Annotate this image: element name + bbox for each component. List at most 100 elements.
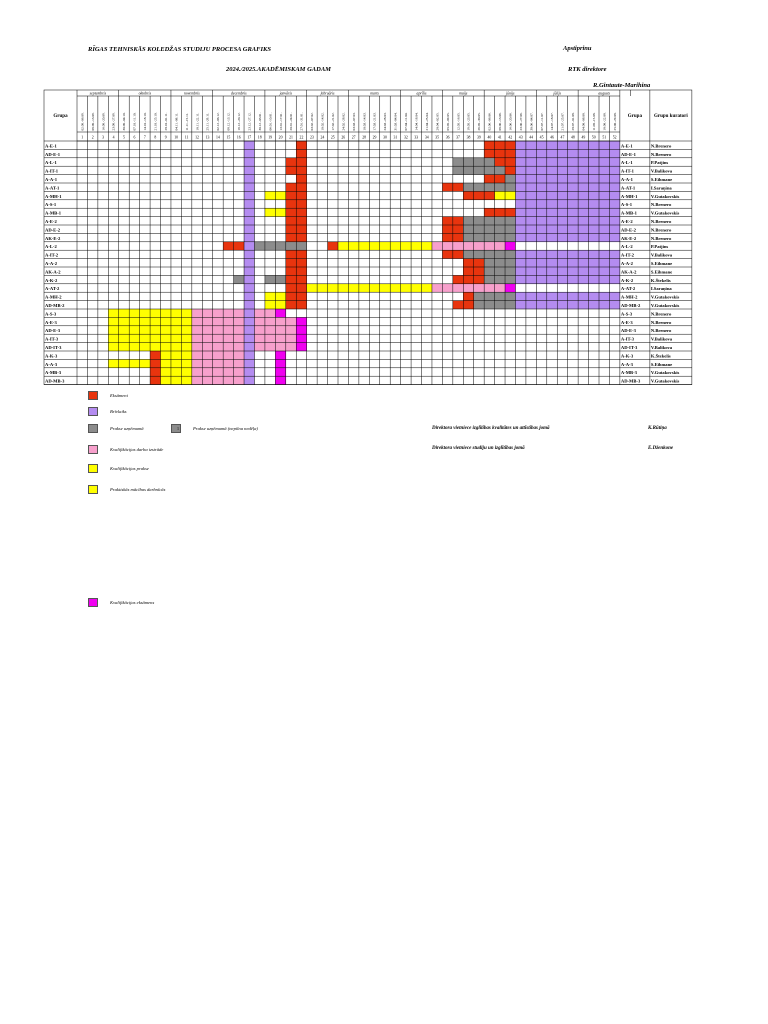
- schedule-cell: [160, 359, 171, 368]
- schedule-cell: [578, 258, 589, 267]
- schedule-cell: [505, 241, 516, 251]
- schedule-cell: [609, 191, 620, 200]
- week-number: 29: [373, 136, 377, 140]
- schedule-cell: [557, 250, 568, 259]
- schedule-cell: [546, 300, 558, 309]
- schedule-cell: [599, 300, 610, 309]
- schedule-cell: [578, 157, 589, 167]
- row-curator: N.Brenero: [651, 320, 672, 325]
- schedule-cell: [452, 216, 464, 225]
- schedule-cell: [296, 300, 307, 309]
- schedule-cell: [609, 199, 620, 209]
- legend-swatch: [88, 598, 98, 607]
- schedule-cell: [348, 283, 359, 293]
- week-number: 44: [529, 136, 533, 140]
- row-group-label: AD-MB-3: [45, 379, 65, 384]
- row-curator: N.Brenero: [651, 328, 672, 333]
- week-number: 6: [133, 136, 135, 140]
- schedule-cell: [494, 141, 506, 150]
- week-date: 14.07.-18.07.: [550, 112, 554, 130]
- schedule-cell: [108, 334, 119, 343]
- week-date: 12.05.-16.05.: [456, 112, 460, 130]
- row-group-label-right: A-MB-3: [621, 370, 638, 375]
- document-subtitle: 2024./2025.AKADĒMISKAM GADAM: [226, 66, 331, 73]
- schedule-cell: [567, 216, 579, 225]
- schedule-cell: [557, 258, 568, 267]
- row-group-label-right: AD-E-3: [621, 328, 637, 333]
- week-number: 48: [571, 136, 575, 140]
- schedule-cell: [358, 283, 370, 293]
- schedule-cell: [515, 199, 526, 209]
- row-curator: V.Gutakovskis: [651, 194, 680, 199]
- schedule-cell: [285, 157, 297, 167]
- schedule-cell: [609, 149, 620, 158]
- schedule-cell: [191, 342, 203, 351]
- week-date: 23.12.-27.12.: [247, 112, 251, 130]
- row-group-label-right: A-AT-1: [621, 185, 636, 190]
- week-number: 9: [165, 136, 167, 140]
- schedule-cell: [202, 309, 213, 318]
- schedule-cell: [244, 183, 255, 192]
- row-group-label: AD-MB-2: [45, 303, 65, 308]
- schedule-cell: [442, 233, 453, 242]
- schedule-cell: [254, 241, 265, 251]
- schedule-cell: [264, 334, 276, 343]
- schedule-cell: [473, 191, 485, 200]
- schedule-cell: [285, 275, 297, 284]
- row-group-label: AD-E-3: [45, 328, 61, 333]
- schedule-cell: [588, 199, 599, 209]
- schedule-cell: [129, 325, 140, 335]
- schedule-cell: [452, 233, 464, 242]
- week-number: 35: [435, 136, 439, 140]
- schedule-cell: [244, 149, 255, 158]
- schedule-cell: [244, 334, 255, 343]
- schedule-cell: [254, 342, 265, 351]
- schedule-cell: [546, 183, 558, 192]
- schedule-cell: [264, 241, 276, 251]
- schedule-cell: [150, 342, 161, 351]
- week-number: 34: [425, 136, 429, 140]
- schedule-cell: [515, 275, 526, 284]
- row-group-label: A-K-3: [45, 353, 58, 358]
- schedule-cell: [525, 149, 537, 158]
- schedule-cell: [599, 208, 610, 217]
- schedule-cell: [599, 216, 610, 225]
- schedule-cell: [296, 166, 307, 175]
- schedule-cell: [505, 225, 516, 234]
- schedule-cell: [463, 250, 474, 259]
- schedule-cell: [609, 292, 620, 301]
- schedule-cell: [108, 309, 119, 318]
- schedule-cell: [536, 191, 547, 200]
- schedule-cell: [494, 225, 506, 234]
- schedule-cell: [494, 174, 506, 183]
- schedule-cell: [244, 309, 255, 318]
- week-date: 09.12.-13.12.: [227, 112, 231, 130]
- schedule-cell: [609, 250, 620, 259]
- schedule-cell: [484, 292, 495, 301]
- schedule-cell: [599, 191, 610, 200]
- schedule-cell: [285, 342, 297, 351]
- schedule-cell: [191, 359, 203, 368]
- week-number: 2: [92, 136, 94, 140]
- schedule-cell: [379, 241, 391, 251]
- schedule-cell: [150, 376, 161, 385]
- schedule-cell: [515, 216, 526, 225]
- schedule-cell: [181, 334, 192, 343]
- week-date: 14.04.-18.04.: [415, 112, 419, 130]
- schedule-cell: [118, 359, 130, 368]
- schedule-cell: [244, 367, 255, 377]
- schedule-cell: [525, 250, 537, 259]
- schedule-cell: [264, 342, 276, 351]
- schedule-cell: [275, 334, 286, 343]
- schedule-cell: [609, 275, 620, 284]
- schedule-cell: [546, 258, 558, 267]
- row-curator: N.Brenero: [651, 236, 672, 241]
- schedule-cell: [296, 292, 307, 301]
- week-date: 25.08.-29.08.: [613, 112, 617, 130]
- week-date: 18.11.-22.11.: [195, 113, 199, 131]
- row-group-label: A-K-2: [45, 278, 58, 283]
- schedule-cell: [129, 309, 140, 318]
- schedule-cell: [296, 325, 307, 335]
- schedule-cell: [525, 233, 537, 242]
- schedule-cell: [515, 157, 526, 167]
